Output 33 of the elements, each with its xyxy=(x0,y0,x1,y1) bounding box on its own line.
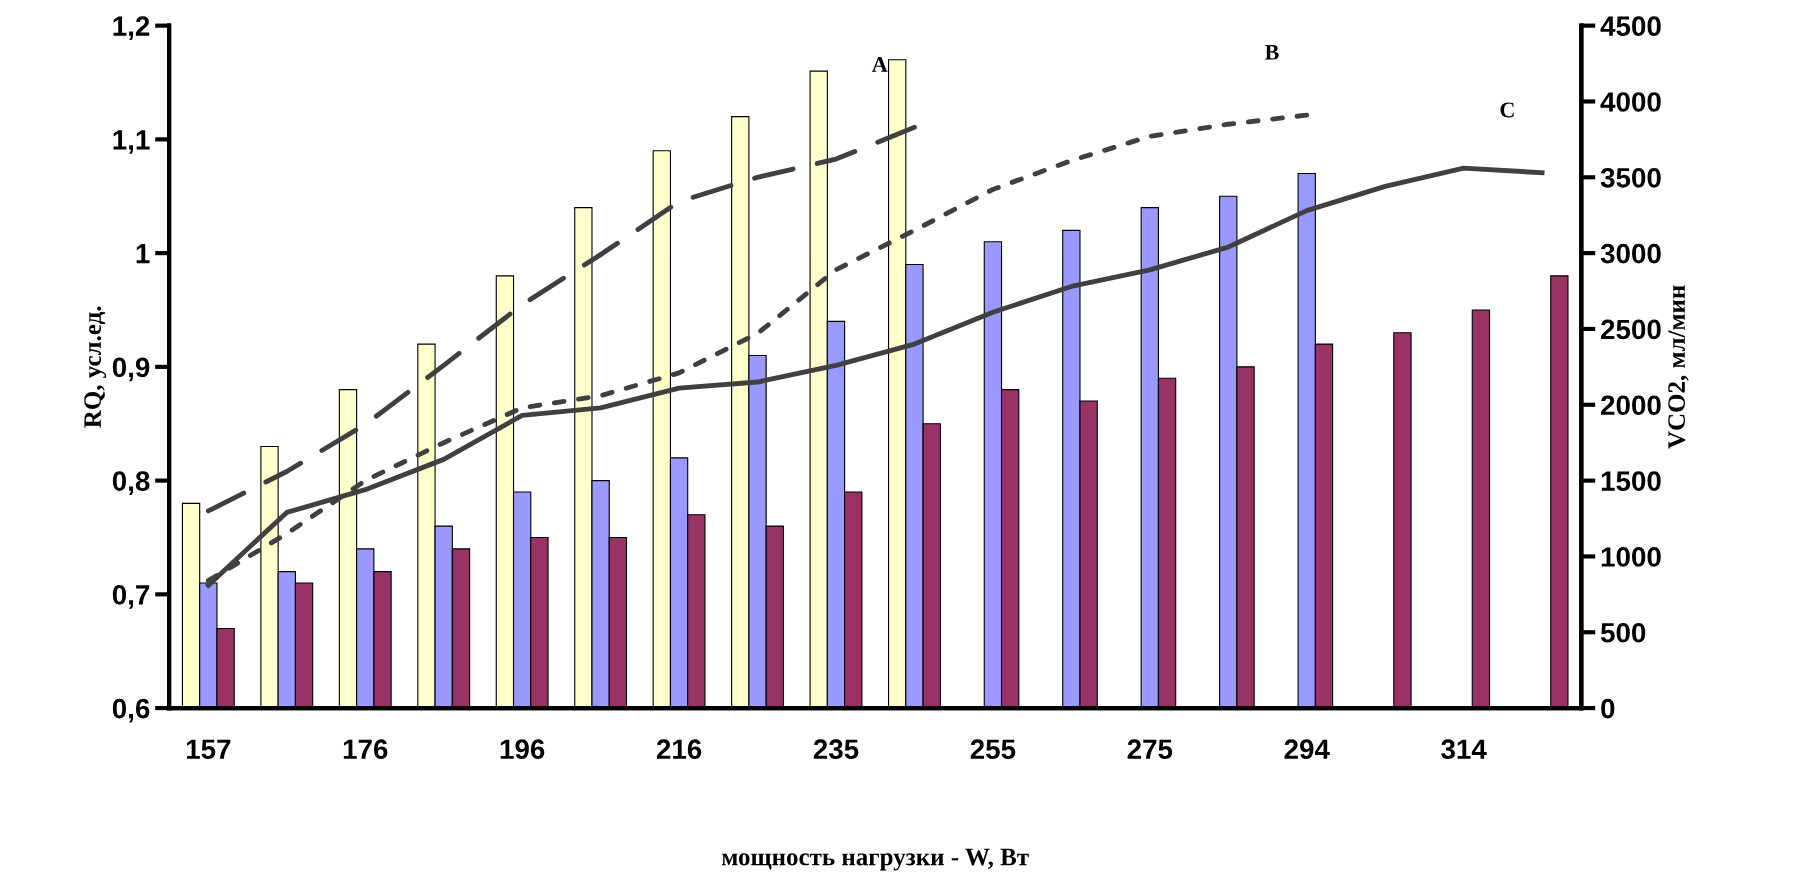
y2-tick-label: 4000 xyxy=(1600,92,1661,112)
text: C xyxy=(1500,102,1514,118)
x-tick-label: 235 xyxy=(813,739,859,760)
y-tick-label: 1 xyxy=(136,244,150,264)
x-tick-label: 275 xyxy=(1127,739,1173,760)
x-tick-label: 176 xyxy=(343,739,388,760)
y-tick-label: 0,9 xyxy=(112,357,150,382)
y2-tick-label: 1500 xyxy=(1601,471,1661,491)
x-tick-label: 314 xyxy=(1441,739,1487,760)
x-tick-label: 255 xyxy=(970,739,1016,760)
x-tick-label: 216 xyxy=(656,739,702,760)
y2-tick-label: 3500 xyxy=(1600,167,1661,188)
y2-tick-label: 1000 xyxy=(1601,547,1661,567)
y2-tick-label: 500 xyxy=(1600,622,1646,643)
y2-axis-title: VCO2, мл/мин xyxy=(1668,285,1689,449)
text: A xyxy=(871,57,888,72)
y2-tick-label: 4500 xyxy=(1600,16,1661,36)
x-axis-title: мощность нагрузки - W, Вт xyxy=(721,848,1029,871)
y2-tick-label: 3000 xyxy=(1600,243,1661,264)
x-tick-label: 157 xyxy=(186,739,231,760)
x-tick-label: 294 xyxy=(1284,739,1330,760)
line-series xyxy=(205,124,917,514)
y2-tick-label: 0 xyxy=(1601,698,1615,719)
text: B xyxy=(1264,45,1279,60)
y-tick-label: 0,6 xyxy=(112,698,150,723)
y-axis-title: RQ, усл.ед. xyxy=(84,306,107,428)
y-tick-label: 1,1 xyxy=(113,130,150,154)
y-tick-label: 1,2 xyxy=(113,16,150,40)
y-tick-label: 0,8 xyxy=(112,471,150,495)
y2-tick-label: 2000 xyxy=(1601,395,1661,416)
y2-tick-label: 2500 xyxy=(1601,319,1661,340)
x-tick-label: 196 xyxy=(500,739,545,760)
y-tick-label: 0,7 xyxy=(112,585,150,609)
